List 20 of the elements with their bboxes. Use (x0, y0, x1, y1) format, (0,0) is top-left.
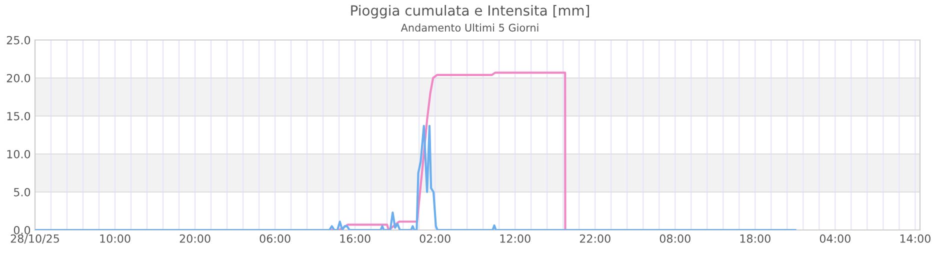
x-tick-label: 10:00 (100, 234, 130, 243)
y-tick-label: 20.0 (6, 74, 30, 82)
y-tick-label: 25.0 (6, 36, 30, 44)
x-tick-label: 18:00 (740, 234, 770, 243)
x-tick-label: 06:00 (260, 234, 290, 243)
x-tick-label: 20:00 (180, 234, 210, 243)
x-tick-label: 22:00 (580, 234, 610, 243)
x-tick-label: 14:00 (900, 234, 930, 243)
y-tick-label: 10.0 (7, 150, 30, 158)
x-tick-label: 04:00 (820, 234, 850, 243)
x-tick-label: 16:00 (340, 234, 370, 243)
chart-title: Pioggia cumulata e Intensita [mm] (351, 4, 589, 18)
x-tick-label: 28/10/25 (10, 234, 59, 244)
chart-subtitle: Andamento Ultimi 5 Giorni (400, 24, 538, 32)
x-tick-label: 02:00 (420, 234, 450, 243)
y-tick-label: 5.0 (14, 188, 30, 196)
y-tick-label: 15.0 (7, 112, 30, 120)
y-tick-label: 0.0 (14, 226, 30, 234)
x-tick-label: 12:00 (500, 234, 530, 243)
x-tick-label: 08:00 (660, 234, 690, 243)
